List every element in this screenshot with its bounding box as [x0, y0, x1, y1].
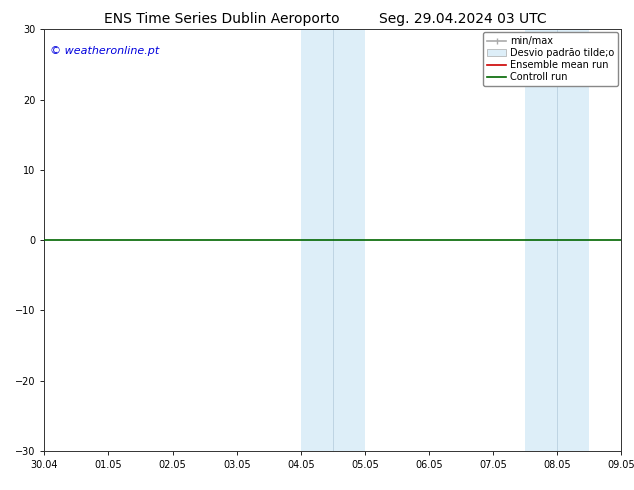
Bar [525, 29, 557, 451]
Text: Seg. 29.04.2024 03 UTC: Seg. 29.04.2024 03 UTC [379, 12, 547, 26]
Bar [557, 29, 589, 451]
Bar [333, 29, 365, 451]
Bar [301, 29, 333, 451]
Text: © weatheronline.pt: © weatheronline.pt [50, 46, 159, 56]
Text: ENS Time Series Dublin Aeroporto: ENS Time Series Dublin Aeroporto [104, 12, 340, 26]
Legend: min/max, Desvio padrão tilde;o, Ensemble mean run, Controll run: min/max, Desvio padrão tilde;o, Ensemble… [483, 32, 618, 86]
